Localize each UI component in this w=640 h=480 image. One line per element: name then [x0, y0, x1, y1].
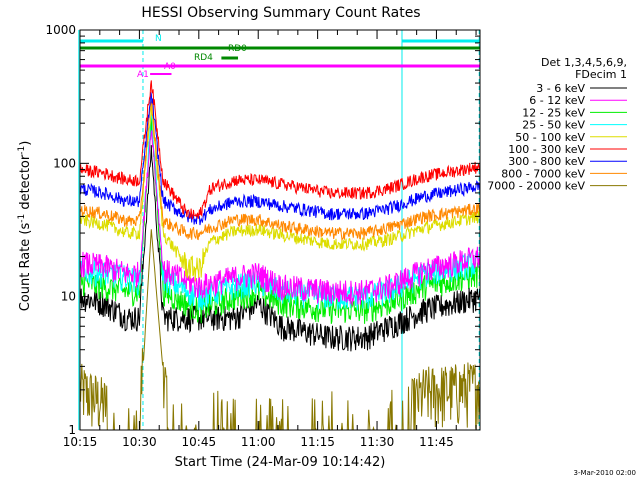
axes: 10:15 10:30 10:45 11:00 11:15 11:30 11:45 1 10 10… [45, 23, 481, 449]
a0-label: A0 [164, 62, 176, 72]
legend-label-8: 7000 - 20000 keV [487, 180, 585, 193]
chart-title: HESSI Observing Summary Count Rates [141, 5, 420, 21]
y-axis-label-sup-1: -1 [17, 214, 27, 223]
y-axis-label-end: ) [18, 141, 33, 146]
series-line-1 [79, 130, 481, 306]
y-tick-label-2: 100 [53, 156, 76, 170]
legend-label-0: 3 - 6 keV [536, 82, 585, 95]
footer-timestamp: 3-Mar-2010 02:00 [574, 469, 636, 477]
rd0-label: RD0 [228, 44, 247, 54]
plot-frame [79, 29, 481, 431]
x-tick-label-4: 11:15 [300, 435, 335, 449]
series-line-6 [79, 92, 481, 226]
x-tick-label-2: 10:45 [182, 435, 217, 449]
series-line-7 [79, 101, 481, 241]
y-axis-label-sup-2: -1 [17, 146, 27, 155]
y-tick-label-0: 1 [68, 423, 76, 437]
legend-label-2: 12 - 25 keV [522, 106, 585, 119]
y-axis-label: Count Rate (s-1 detector-1) [17, 141, 33, 312]
series-line-8 [79, 229, 481, 431]
legend-label-6: 300 - 800 keV [508, 155, 585, 168]
x-tick-label-1: 10:30 [122, 435, 157, 449]
y-axis-label-main: Count Rate (s [18, 223, 33, 312]
legend-label-1: 6 - 12 keV [529, 94, 585, 107]
x-tick-label-5: 11:30 [360, 435, 395, 449]
y-tick-label-3: 1000 [45, 23, 76, 37]
legend-label-3: 25 - 50 keV [522, 119, 585, 132]
x-tick-label-3: 11:00 [241, 435, 276, 449]
legend-title-1: Det 1,3,4,5,6,9, [541, 56, 627, 69]
rd4-label: RD4 [194, 53, 213, 63]
y-axis-label-mid: detector [18, 154, 33, 214]
legend-label-7: 800 - 7000 keV [501, 167, 585, 180]
legend-label-4: 50 - 100 keV [515, 131, 585, 144]
y-tick-label-1: 10 [61, 290, 76, 304]
legend-title-2: FDecim 1 [575, 68, 627, 81]
x-tick-label-0: 10:15 [63, 435, 98, 449]
x-tick-label-6: 11:45 [419, 435, 454, 449]
series-line-5 [79, 80, 481, 220]
series-line-0 [79, 145, 481, 352]
series-layer [79, 80, 481, 431]
night-label: N [155, 34, 162, 44]
x-axis-label: Start Time (24-Mar-09 10:14:42) [175, 455, 386, 470]
a1-label: A1 [137, 70, 149, 80]
legend-label-5: 100 - 300 keV [508, 143, 585, 156]
observing-overlay: N RD0 RD4 A0 A1 [78, 30, 480, 430]
